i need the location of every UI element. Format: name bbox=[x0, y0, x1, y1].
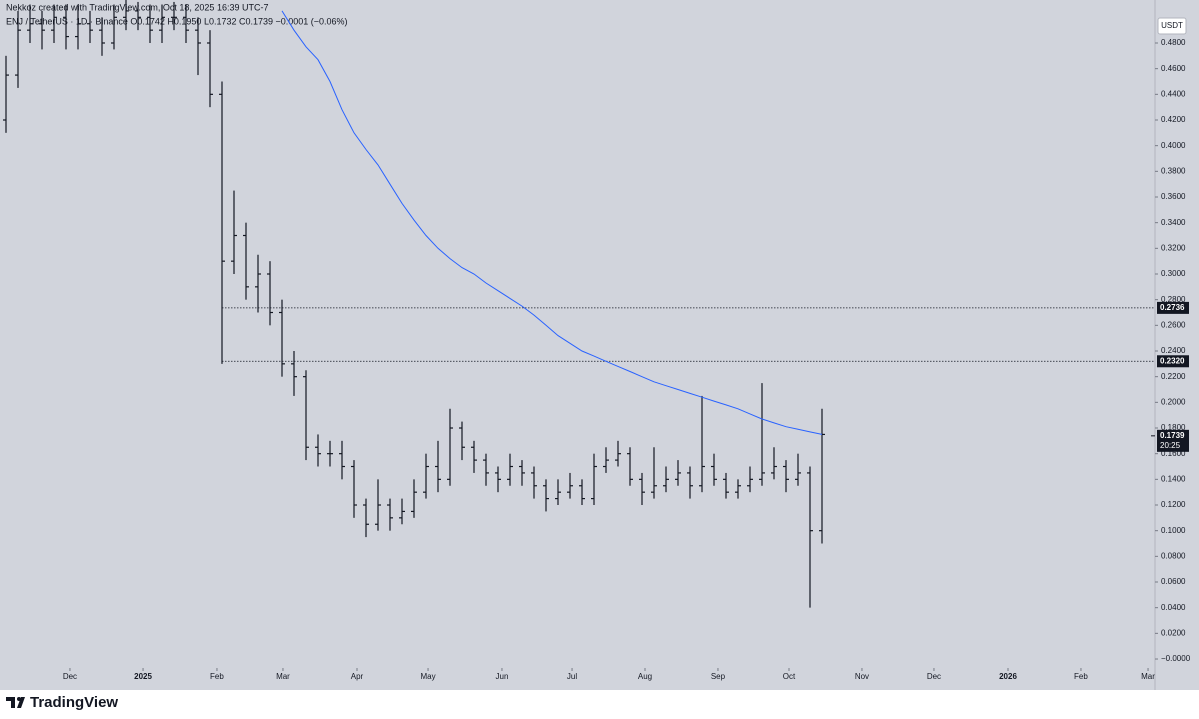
y-tick-label: 0.1200 bbox=[1161, 500, 1186, 509]
last-price-box bbox=[1157, 429, 1189, 452]
x-tick-label: Jun bbox=[496, 672, 509, 681]
y-tick-label: 0.1600 bbox=[1161, 449, 1186, 458]
last-price: 0.1739 bbox=[1160, 431, 1185, 440]
x-tick-label: Dec bbox=[927, 672, 941, 681]
x-tick-label: Sep bbox=[711, 672, 726, 681]
logo-dot bbox=[17, 697, 21, 701]
y-tick-label: 0.0600 bbox=[1161, 577, 1186, 586]
y-tick-label: 0.4000 bbox=[1161, 141, 1186, 150]
x-tick-label: Apr bbox=[351, 672, 364, 681]
y-tick-label: 0.4800 bbox=[1161, 38, 1186, 47]
plot-background bbox=[0, 0, 1199, 690]
x-tick-label: 2025 bbox=[134, 672, 152, 681]
x-tick-label: May bbox=[420, 672, 435, 681]
x-tick-label: Feb bbox=[210, 672, 224, 681]
x-tick-label: Mar bbox=[276, 672, 290, 681]
brand: TradingView bbox=[30, 694, 118, 711]
x-tick-label: Feb bbox=[1074, 672, 1088, 681]
y-tick-label: −0.0000 bbox=[1161, 654, 1191, 663]
y-tick-label: 0.4600 bbox=[1161, 64, 1186, 73]
x-tick-label: Oct bbox=[783, 672, 796, 681]
y-tick-label: 0.3600 bbox=[1161, 192, 1186, 201]
countdown: 20:25 bbox=[1160, 441, 1181, 450]
x-tick-label: Aug bbox=[638, 672, 652, 681]
currency-box bbox=[1157, 17, 1187, 35]
y-tick-label: 0.0800 bbox=[1161, 551, 1186, 560]
moving-average bbox=[281, 10, 823, 435]
y-tick-label: 0.2600 bbox=[1161, 320, 1186, 329]
x-tick-label: Nov bbox=[855, 672, 869, 681]
y-tick-label: 0.3400 bbox=[1161, 218, 1186, 227]
y-tick-label: 0.2400 bbox=[1161, 346, 1186, 355]
logo bbox=[6, 697, 25, 708]
level-label-box bbox=[1157, 355, 1189, 368]
y-tick-label: 0.4200 bbox=[1161, 115, 1186, 124]
y-tick-label: 0.1800 bbox=[1161, 423, 1186, 432]
y-tick-label: 0.1400 bbox=[1161, 474, 1186, 483]
y-tick-label: 0.2800 bbox=[1161, 295, 1186, 304]
y-tick-label: 0.3800 bbox=[1161, 166, 1186, 175]
currency: USDT bbox=[1161, 21, 1183, 30]
level-label-box bbox=[1157, 301, 1189, 314]
y-tick-label: 0.4400 bbox=[1161, 89, 1186, 98]
y-tick-label: 0.2200 bbox=[1161, 372, 1186, 381]
y-tick-label: 0.3000 bbox=[1161, 269, 1186, 278]
y-tick-label: 0.2000 bbox=[1161, 397, 1186, 406]
level-label: 0.2320 bbox=[1160, 356, 1185, 365]
y-tick-label: 0.1000 bbox=[1161, 526, 1186, 535]
x-tick-label: Mar bbox=[1141, 672, 1155, 681]
y-tick-label: 0.0400 bbox=[1161, 603, 1186, 612]
y-tick-label: 0.0200 bbox=[1161, 628, 1186, 637]
x-tick-label: 2026 bbox=[999, 672, 1017, 681]
level-label: 0.2736 bbox=[1160, 303, 1185, 312]
y-tick-label: 0.3200 bbox=[1161, 243, 1186, 252]
legend: ENJ / TetherUS · 1D · Binance O0.1742 H0… bbox=[6, 16, 348, 26]
x-tick-label: Jul bbox=[567, 672, 577, 681]
header: Nekkoz created with TradingView.com, Oct… bbox=[6, 2, 268, 12]
logo-icon bbox=[6, 697, 25, 708]
x-tick-label: Dec bbox=[63, 672, 77, 681]
